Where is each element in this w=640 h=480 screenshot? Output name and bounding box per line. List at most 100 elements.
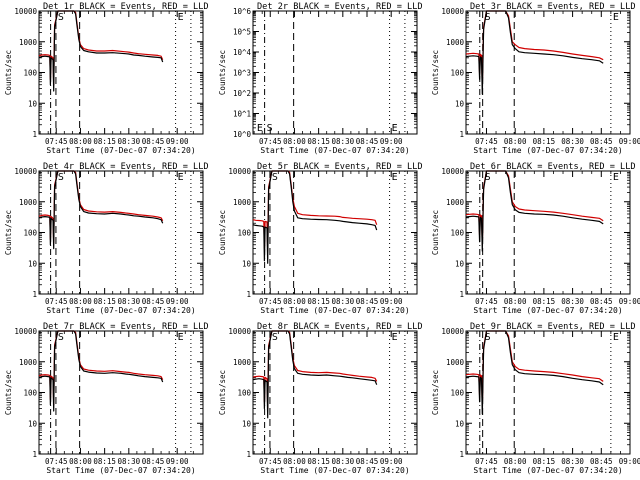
x-tick-label: 08:45 bbox=[356, 457, 379, 466]
time-marker-label: E bbox=[257, 123, 263, 134]
y-axis-label: Counts/sec bbox=[431, 50, 440, 95]
plot-frame bbox=[252, 10, 418, 135]
series-line-events bbox=[465, 10, 604, 95]
y-tick-label: 1000 bbox=[233, 198, 252, 207]
y-tick-label: 10 bbox=[455, 259, 465, 268]
y-tick-label: 100 bbox=[237, 389, 251, 398]
y-tick-label: 1 bbox=[459, 130, 464, 139]
x-tick-label: 08:45 bbox=[142, 297, 165, 306]
chart-panel-9: Det 9r BLACK = Events, RED = LLD 1 10 100 10… bbox=[431, 322, 640, 475]
y-tick-label: 10000 bbox=[441, 167, 464, 176]
x-axis-label: Start Time (07-Dec-07 07:34:20) bbox=[473, 466, 622, 475]
y-axis-label: Counts/sec bbox=[4, 370, 13, 415]
chart-panel-8: Det 8r BLACK = Events, RED = LLD 1 10 100 10… bbox=[218, 322, 423, 475]
chart-panel-3: Det 3r BLACK = Events, RED = LLD 1 10 100 10… bbox=[431, 2, 640, 155]
time-marker-label: E bbox=[178, 172, 184, 183]
x-axis-label: Start Time (07-Dec-07 07:34:20) bbox=[260, 466, 409, 475]
x-tick-label: 08:15 bbox=[93, 457, 116, 466]
chart-panel-2: Det 2r BLACK = Events, RED = LLD 10^0 10^1… bbox=[218, 2, 423, 155]
x-axis-label: Start Time (07-Dec-07 07:34:20) bbox=[46, 466, 195, 475]
x-tick-label: 07:45 bbox=[259, 137, 282, 146]
x-tick-label: 07:45 bbox=[475, 137, 498, 146]
x-tick-label: 08:30 bbox=[561, 137, 584, 146]
x-tick-label: 08:00 bbox=[504, 137, 527, 146]
chart-title: Det 7r BLACK = Events, RED = LLD bbox=[43, 322, 209, 332]
x-tick-label: 08:15 bbox=[307, 137, 330, 146]
time-marker-label: E bbox=[178, 332, 184, 343]
x-axis-label: Start Time (07-Dec-07 07:34:20) bbox=[46, 146, 195, 155]
x-tick-label: 07:45 bbox=[475, 297, 498, 306]
chart-title: Det 8r BLACK = Events, RED = LLD bbox=[257, 322, 423, 332]
x-tick-label: 09:00 bbox=[166, 297, 189, 306]
plot-frame bbox=[38, 170, 204, 295]
x-tick-label: 08:30 bbox=[118, 297, 141, 306]
x-tick-label: 08:45 bbox=[356, 297, 379, 306]
x-tick-label: 08:00 bbox=[69, 297, 92, 306]
time-marker-label: E bbox=[613, 12, 619, 23]
x-tick-label: 09:00 bbox=[380, 137, 403, 146]
time-marker-label: E bbox=[613, 172, 619, 183]
chart-panel-6: Det 6r BLACK = Events, RED = LLD 1 10 100 10… bbox=[431, 162, 640, 315]
series-line-events bbox=[38, 330, 164, 412]
x-tick-label: 08:15 bbox=[307, 297, 330, 306]
x-tick-label: 07:45 bbox=[45, 297, 68, 306]
y-tick-label: 1000 bbox=[446, 198, 465, 207]
y-tick-label: 10000 bbox=[228, 327, 251, 336]
x-tick-label: 08:30 bbox=[332, 457, 355, 466]
plot-frame bbox=[38, 10, 204, 135]
x-tick-label: 09:00 bbox=[619, 137, 640, 146]
y-tick-label: 10^3 bbox=[233, 69, 251, 78]
chart-title: Det 6r BLACK = Events, RED = LLD bbox=[470, 162, 636, 172]
x-tick-label: 08:30 bbox=[118, 137, 141, 146]
y-tick-label: 100 bbox=[23, 229, 37, 238]
x-axis-label: Start Time (07-Dec-07 07:34:20) bbox=[46, 306, 195, 315]
y-tick-label: 100 bbox=[450, 229, 464, 238]
y-tick-label: 10 bbox=[242, 259, 252, 268]
time-marker-label: S bbox=[267, 123, 273, 134]
y-tick-label: 100 bbox=[450, 389, 464, 398]
time-marker-label: E bbox=[613, 332, 619, 343]
x-tick-label: 07:45 bbox=[45, 137, 68, 146]
y-tick-label: 10^6 bbox=[233, 7, 252, 16]
x-tick-label: 08:00 bbox=[69, 137, 92, 146]
time-marker-label: S bbox=[58, 332, 64, 343]
y-tick-label: 100 bbox=[237, 229, 251, 238]
time-marker-label: E bbox=[178, 12, 184, 23]
x-tick-label: 08:00 bbox=[283, 457, 306, 466]
x-tick-label: 09:00 bbox=[380, 297, 403, 306]
y-tick-label: 10000 bbox=[228, 167, 251, 176]
y-tick-label: 1 bbox=[32, 130, 37, 139]
y-axis-label: Counts/sec bbox=[4, 50, 13, 95]
x-tick-label: 09:00 bbox=[166, 457, 189, 466]
x-tick-label: 08:00 bbox=[504, 297, 527, 306]
chart-panel-1: Det 1r BLACK = Events, RED = LLD 1 10 100 10… bbox=[4, 2, 209, 155]
plot-frame bbox=[465, 330, 631, 455]
y-tick-label: 1 bbox=[459, 450, 464, 459]
y-tick-label: 1000 bbox=[446, 358, 465, 367]
x-tick-label: 08:15 bbox=[533, 457, 556, 466]
y-tick-label: 1000 bbox=[19, 198, 38, 207]
y-tick-label: 100 bbox=[23, 69, 37, 78]
y-tick-label: 1000 bbox=[446, 38, 465, 47]
time-marker-label: S bbox=[58, 172, 64, 183]
x-tick-label: 09:00 bbox=[619, 457, 640, 466]
y-tick-label: 10 bbox=[455, 419, 465, 428]
chart-title: Det 3r BLACK = Events, RED = LLD bbox=[470, 2, 636, 12]
y-tick-label: 100 bbox=[23, 389, 37, 398]
chart-title: Det 5r BLACK = Events, RED = LLD bbox=[257, 162, 423, 172]
x-tick-label: 08:00 bbox=[283, 137, 306, 146]
x-tick-label: 08:30 bbox=[118, 457, 141, 466]
y-tick-label: 10^2 bbox=[233, 89, 251, 98]
y-tick-label: 100 bbox=[450, 69, 464, 78]
chart-title: Det 2r BLACK = Events, RED = LLD bbox=[257, 2, 423, 12]
series-line-events bbox=[38, 10, 164, 92]
time-marker-label: S bbox=[485, 172, 491, 183]
plot-frame bbox=[252, 170, 418, 295]
x-tick-label: 08:45 bbox=[590, 457, 613, 466]
x-tick-label: 07:45 bbox=[259, 297, 282, 306]
chart-title: Det 9r BLACK = Events, RED = LLD bbox=[470, 322, 636, 332]
y-tick-label: 1 bbox=[246, 290, 251, 299]
y-tick-label: 1 bbox=[246, 450, 251, 459]
x-tick-label: 09:00 bbox=[380, 457, 403, 466]
